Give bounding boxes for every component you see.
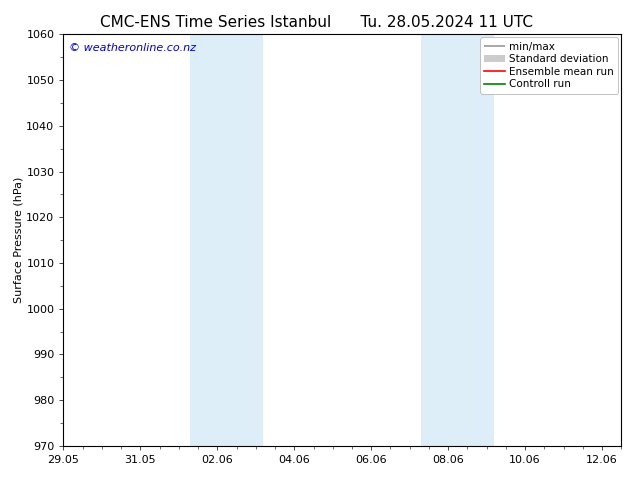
Text: CMC-ENS Time Series Istanbul      Tu. 28.05.2024 11 UTC: CMC-ENS Time Series Istanbul Tu. 28.05.2…	[101, 15, 533, 30]
Y-axis label: Surface Pressure (hPa): Surface Pressure (hPa)	[13, 177, 23, 303]
Legend: min/max, Standard deviation, Ensemble mean run, Controll run: min/max, Standard deviation, Ensemble me…	[480, 37, 618, 94]
Bar	[421, 34, 495, 446]
Text: © weatheronline.co.nz: © weatheronline.co.nz	[69, 43, 196, 52]
Bar	[190, 34, 264, 446]
